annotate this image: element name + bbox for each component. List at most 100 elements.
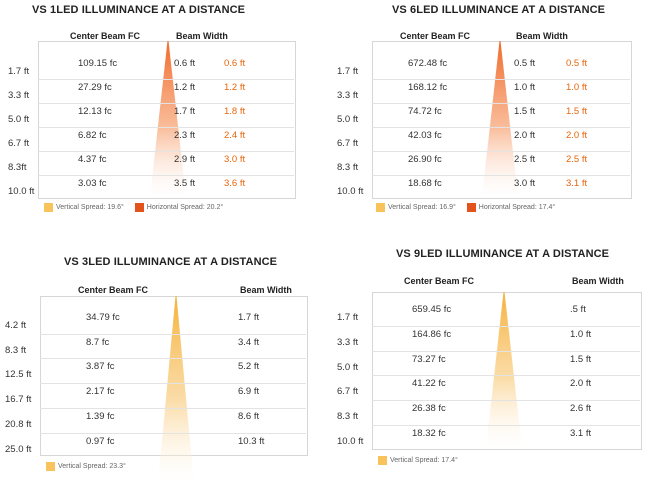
- beam-shape: [150, 41, 186, 197]
- beam-width-vertical: 3.4 ft: [238, 336, 260, 348]
- table-row: [40, 358, 306, 360]
- distance-label: 1.7 ft: [337, 312, 359, 323]
- light-beam: [150, 41, 186, 197]
- header-center-beam: Center Beam FC: [404, 276, 475, 286]
- table-row: [40, 407, 306, 409]
- legend-label: Horizontal Spread: 17.4°: [478, 204, 556, 211]
- legend-label: Vertical Spread: 16.9°: [388, 204, 456, 211]
- table-row: [38, 79, 294, 80]
- beam-width-vertical: 3.0 ft: [514, 178, 536, 189]
- legend-swatch-horizontal: [466, 203, 476, 212]
- table-row: [372, 151, 630, 152]
- header-beam-width: Beam Width: [516, 31, 568, 41]
- beam-width-horizontal: 0.5 ft: [566, 58, 588, 69]
- beam-width-vertical: 0.5 ft: [514, 58, 536, 69]
- center-beam-value: 26.38 fc: [412, 403, 446, 415]
- distance-label: 8.3 ft: [5, 344, 27, 356]
- beam-shape: [486, 292, 522, 448]
- beam-width-horizontal: 3.0 ft: [224, 154, 246, 165]
- center-beam-value: 659.45 fc: [412, 304, 452, 315]
- distance-label: 6.7 ft: [337, 138, 359, 149]
- table-row: [40, 432, 306, 434]
- beam-width-horizontal: 2.0 ft: [566, 130, 588, 141]
- distance-label: 8.3 ft: [337, 411, 359, 423]
- table-row: [38, 103, 294, 104]
- distance-label: 5.0 ft: [8, 114, 30, 125]
- beam-width-horizontal: 1.5 ft: [566, 106, 588, 117]
- beam-width-vertical: 1.5 ft: [570, 353, 592, 365]
- legend-swatch-vertical: [46, 462, 55, 471]
- center-beam-value: 18.32 fc: [412, 428, 446, 439]
- header-beam-width: Beam Width: [572, 276, 624, 286]
- distance-label: 8.3 ft: [337, 162, 359, 173]
- header-beam-width: Beam Width: [240, 285, 292, 295]
- legend-swatch-vertical: [378, 456, 387, 465]
- beam-width-horizontal: 1.8 ft: [224, 106, 246, 117]
- center-beam-value: 0.97 fc: [86, 435, 115, 447]
- table-row: [372, 400, 640, 402]
- distance-label: 10.0 ft: [337, 436, 364, 447]
- header-beam-width: Beam Width: [176, 31, 228, 41]
- beam-width-vertical: 2.9 ft: [174, 154, 196, 165]
- table-row: [372, 375, 640, 377]
- beam-width-vertical: 1.5 ft: [514, 106, 536, 117]
- legend-swatch-vertical: [44, 203, 53, 212]
- distance-label: 6.7 ft: [337, 386, 359, 398]
- header-center-beam: Center Beam FC: [78, 285, 149, 295]
- table-row: [40, 333, 306, 335]
- legend-swatch-horizontal: [134, 203, 144, 212]
- table-row: [372, 103, 630, 104]
- legend-label: Vertical Spread: 19.6°: [56, 204, 124, 211]
- legend: Vertical Spread: 17.4°: [378, 456, 458, 465]
- distance-label: 5.0 ft: [337, 361, 359, 373]
- distance-label: 16.7 ft: [5, 394, 32, 406]
- light-beam: [482, 41, 518, 197]
- legend-label: Vertical Spread: 17.4°: [390, 457, 458, 464]
- legend: Vertical Spread: 16.9° Horizontal Spread:…: [376, 203, 555, 212]
- table-row: [38, 127, 294, 128]
- table-row: [38, 151, 294, 152]
- distance-label: 3.3 ft: [337, 90, 359, 101]
- center-beam-value: 109.15 fc: [78, 58, 118, 69]
- beam-width-vertical: 3.5 ft: [174, 178, 196, 189]
- beam-width-vertical: 10.3 ft: [238, 435, 265, 447]
- distance-label: 5.0 ft: [337, 114, 359, 125]
- center-beam-value: 672.48 fc: [408, 58, 448, 69]
- light-beam: [158, 296, 194, 484]
- legend-label: Horizontal Spread: 20.2°: [146, 204, 224, 211]
- beam-width-horizontal: 1.2 ft: [224, 82, 246, 93]
- chart-title: VS 6LED ILLUMINANCE AT A DISTANCE: [392, 4, 606, 16]
- beam-width-vertical: 1.7 ft: [238, 312, 260, 323]
- chart-title: VS 3LED ILLUMINANCE AT A DISTANCE: [64, 256, 278, 268]
- table-row: [372, 350, 640, 352]
- center-beam-value: 3.03 fc: [78, 178, 107, 189]
- distance-label: 3.3 ft: [337, 336, 359, 348]
- beam-shape: [482, 41, 518, 197]
- center-beam-value: 73.27 fc: [412, 353, 446, 365]
- table-row: [372, 425, 640, 426]
- beam-width-vertical: 2.6 ft: [570, 403, 592, 415]
- light-beam: [486, 292, 522, 448]
- legend-swatch-vertical: [376, 203, 385, 212]
- beam-width-vertical: 1.0 ft: [570, 328, 592, 340]
- beam-width-vertical: 2.3 ft: [174, 130, 196, 141]
- beam-width-horizontal: 0.6 ft: [224, 58, 246, 69]
- chart-title: VS 1LED ILLUMINANCE AT A DISTANCE: [32, 4, 246, 16]
- distance-label: 25.0 ft: [5, 443, 32, 455]
- beam-width-vertical: 1.7 ft: [174, 106, 196, 117]
- distance-label: 6.7 ft: [8, 138, 30, 149]
- distance-label: 10.0 ft: [337, 186, 364, 197]
- distance-label: 8.3ft: [8, 162, 27, 173]
- center-beam-value: 6.82 fc: [78, 130, 107, 141]
- distance-label: 12.5 ft: [5, 369, 32, 381]
- center-beam-value: 2.17 fc: [86, 386, 115, 398]
- table-row: [372, 127, 630, 128]
- beam-width-vertical: 5.2 ft: [238, 361, 260, 373]
- beam-width-horizontal: 1.0 ft: [566, 82, 588, 93]
- center-beam-value: 4.37 fc: [78, 154, 107, 165]
- center-beam-value: 12.13 fc: [78, 106, 112, 117]
- center-beam-value: 74.72 fc: [408, 106, 442, 117]
- beam-width-vertical: 3.1 ft: [570, 428, 592, 439]
- center-beam-value: 1.39 fc: [86, 410, 115, 422]
- table-row: [372, 175, 630, 176]
